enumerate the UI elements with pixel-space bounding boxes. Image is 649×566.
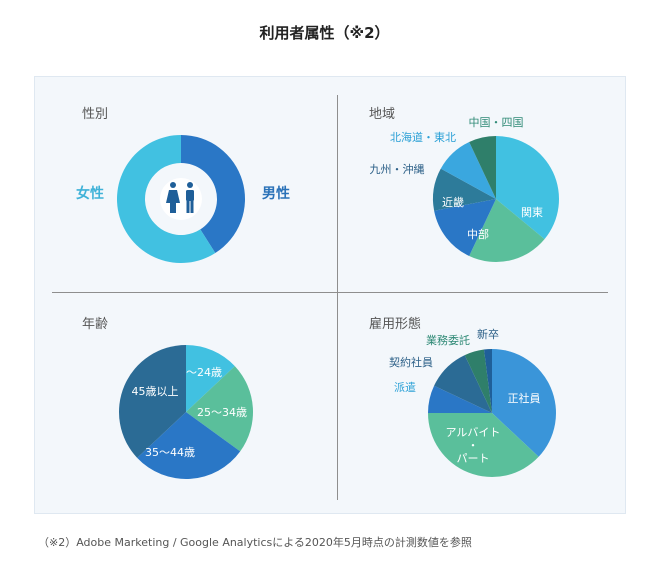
- pie-label-2-3: 45歳以上: [132, 385, 179, 398]
- pie-label-2-0: 〜24歳: [186, 366, 222, 379]
- pie-slice-2-2: [137, 412, 241, 479]
- pie-slice-2-3: [119, 345, 186, 458]
- gender-title: 性別: [82, 107, 109, 122]
- pie-slice-3-5: [483, 349, 492, 413]
- pie-slice-2-0: [186, 345, 235, 412]
- pie-slice-1-0: [496, 136, 560, 240]
- pie-label-1-2: 近畿: [442, 195, 464, 209]
- pie-label-1-5: 中国・四国: [469, 116, 524, 129]
- horizontal-divider: [52, 292, 608, 293]
- pie-slice-1-1: [469, 199, 545, 262]
- pie-label-1-4: 北海道・東北: [390, 130, 456, 144]
- pie-slice-1-3: [433, 168, 496, 211]
- page-title: 利用者属性（※2）: [259, 24, 390, 42]
- female-male-icon: [160, 178, 202, 220]
- pie-slice-3-4: [464, 349, 492, 413]
- pie-label-1-3: 九州・沖縄: [370, 162, 425, 176]
- pie-slice-3-0: [492, 349, 556, 457]
- pie-slice-3-2: [428, 385, 492, 413]
- employment-title: 雇用形態: [369, 317, 422, 332]
- pie-label-3-3: 契約社員: [389, 355, 433, 369]
- vertical-divider: [337, 95, 338, 500]
- pie-label-3-1: アルバイト・パート: [446, 426, 501, 465]
- pie-label-3-4: 業務委託: [426, 333, 470, 347]
- pie-label-1-1: 中部: [467, 227, 489, 241]
- age-title: 年齢: [82, 317, 109, 332]
- pie-slice-0-0: [181, 135, 246, 254]
- region-title: 地域: [369, 107, 396, 122]
- footnote: （※2）Adobe Marketing / Google Analyticsによ…: [38, 536, 472, 549]
- pie-slice-3-3: [434, 355, 492, 413]
- pie-label-0-1: 女性: [76, 185, 104, 202]
- pie-label-3-0: 正社員: [508, 391, 541, 405]
- pie-label-0-0: 男性: [262, 185, 290, 202]
- pie-slice-1-5: [469, 136, 496, 199]
- pie-slice-0-1: [116, 135, 216, 263]
- pie-slice-1-2: [434, 199, 496, 257]
- pie-label-3-2: 派遣: [394, 380, 416, 394]
- pie-slice-2-1: [186, 366, 253, 452]
- pie-slice-3-1: [428, 413, 539, 477]
- pie-label-3-5: 新卒: [477, 327, 499, 341]
- pie-label-2-1: 25〜34歳: [197, 406, 247, 419]
- pie-slice-1-4: [440, 141, 496, 199]
- pie-label-1-0: 関東: [521, 206, 543, 219]
- pie-label-2-2: 35〜44歳: [145, 446, 195, 459]
